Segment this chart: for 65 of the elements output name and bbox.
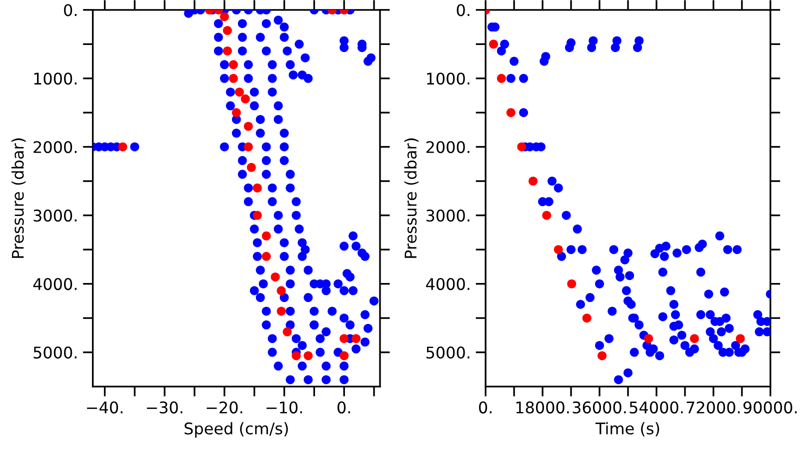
point: [276, 306, 286, 316]
x-tick-label: 0.: [338, 401, 350, 414]
point: [567, 279, 576, 288]
x-tick-label: 90000.: [743, 401, 797, 414]
x-tick-label: 36000.: [572, 401, 626, 414]
point: [222, 46, 232, 56]
y-tick-label: 0.: [64, 4, 76, 16]
point: [506, 108, 516, 118]
point: [118, 142, 128, 152]
x-tick-label: 0.: [479, 401, 492, 414]
point: [352, 334, 361, 344]
y-tick-label: 2000.: [34, 141, 76, 154]
x-axis-title: Speed (cm/s): [184, 422, 288, 438]
x-axis-title: Time (s): [595, 422, 660, 436]
y-tick-label: 0.: [456, 4, 470, 16]
point: [554, 245, 563, 254]
point: [542, 210, 552, 220]
point: [262, 231, 271, 240]
point: [234, 88, 244, 97]
x-tick-label: 18000.: [516, 401, 569, 414]
point: [232, 108, 241, 118]
point: [270, 272, 280, 282]
point: [598, 351, 607, 360]
y-tick-label: 3000.: [34, 210, 76, 222]
point: [252, 183, 262, 192]
point: [340, 351, 349, 360]
point: [244, 122, 253, 131]
point: [240, 94, 250, 104]
y-tick-label: 2000.: [426, 141, 470, 154]
point: [252, 210, 262, 220]
point: [222, 26, 232, 35]
point: [489, 40, 498, 49]
point: [220, 12, 229, 22]
point: [262, 252, 271, 261]
y-tick-label: 5000.: [34, 346, 76, 359]
y-tick-label: 5000.: [426, 346, 470, 359]
y-tick-label: 4000.: [33, 278, 76, 290]
y-tick-label: 4000.: [426, 278, 470, 290]
point: [496, 74, 506, 83]
point: [644, 334, 654, 344]
point: [244, 142, 253, 152]
x-tick-label: −30.: [146, 401, 182, 414]
y-axis-title: Pressure (dbar): [404, 138, 419, 258]
x-tick-label: −10.: [266, 401, 302, 414]
point: [304, 351, 313, 360]
point: [528, 176, 538, 186]
point: [736, 334, 745, 344]
point: [690, 334, 699, 344]
point: [517, 142, 526, 152]
y-tick-label: 3000.: [426, 210, 470, 222]
x-tick-label: −40.: [87, 401, 122, 414]
x-tick-label: 72000.: [686, 401, 740, 414]
y-tick-label: 1000.: [427, 72, 470, 85]
x-tick-label: −20.: [206, 401, 242, 414]
point: [340, 334, 349, 344]
y-axis-title: Pressure (dbar): [11, 138, 26, 258]
point: [282, 327, 292, 336]
point: [228, 60, 238, 70]
x-tick-label: 54000.: [630, 401, 683, 414]
point: [228, 74, 238, 83]
point: [276, 286, 286, 296]
point: [246, 162, 256, 172]
point: [292, 351, 301, 360]
point: [582, 314, 592, 323]
y-tick-label: 1000.: [34, 72, 76, 85]
